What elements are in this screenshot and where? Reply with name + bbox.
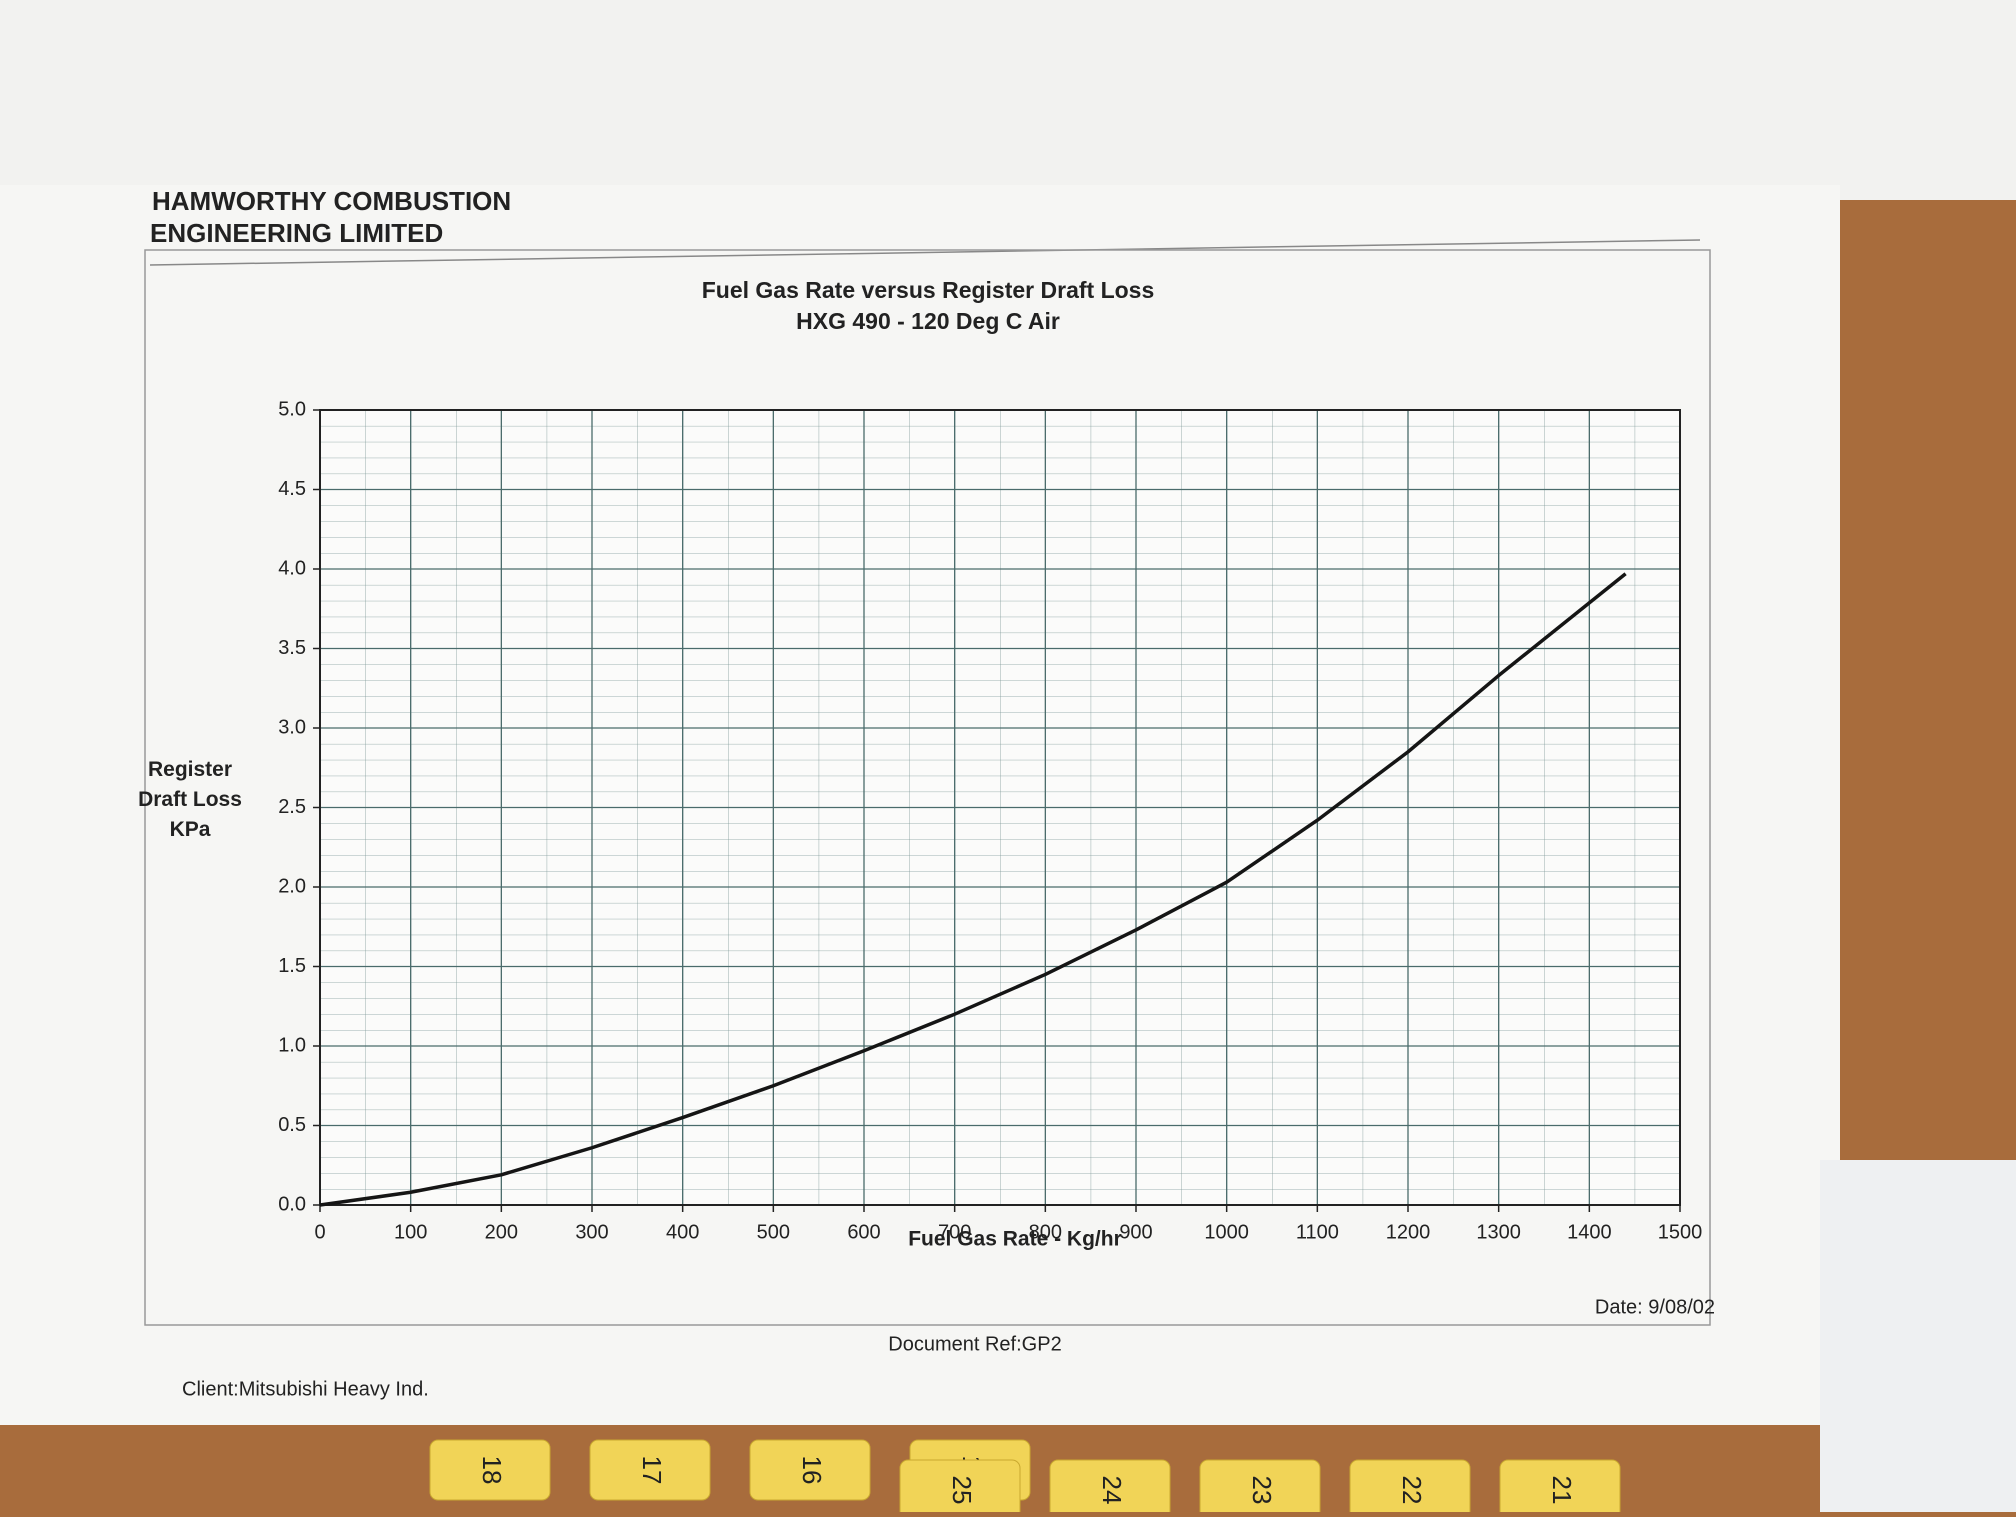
- y-axis-label: Register Draft Loss KPa: [138, 758, 242, 841]
- tab: [1049, 1459, 1171, 1517]
- y-tick-label: 0.0: [278, 1193, 306, 1215]
- company-line: HAMWORTHY COMBUSTION: [152, 186, 511, 216]
- tab-label: 25: [947, 1476, 977, 1505]
- date: Date: 9/08/02: [1595, 1296, 1715, 1318]
- chart-title: Fuel Gas Rate versus Register Draft Loss: [702, 277, 1155, 303]
- x-tick-label: 700: [938, 1221, 971, 1243]
- data-line: [319, 572, 1627, 1207]
- tab-label: 22: [1397, 1476, 1427, 1505]
- y-tick-label: 1.0: [278, 1034, 306, 1056]
- x-tick-label: 1000: [1204, 1221, 1249, 1243]
- x-axis-label: Fuel Gas Rate - Kg/hr: [908, 1228, 1122, 1251]
- x-tick-label: 1100: [1296, 1221, 1339, 1243]
- tab: [589, 1439, 711, 1501]
- company-line: ENGINEERING LIMITED: [150, 218, 443, 248]
- x-tick-label: 500: [757, 1221, 790, 1243]
- plot-border: [319, 409, 1681, 1206]
- y-tick-label: 3.0: [278, 716, 306, 738]
- x-tick-label: 800: [1029, 1221, 1062, 1243]
- paper-edge: [1820, 1160, 2016, 1512]
- tab: [1499, 1459, 1621, 1517]
- x-tick-label: 1400: [1567, 1221, 1612, 1243]
- x-tick-label: 400: [666, 1221, 699, 1243]
- y-tick-label: 0.5: [278, 1114, 306, 1136]
- x-tick-label: 0: [314, 1221, 325, 1243]
- x-tick-label: 1200: [1386, 1221, 1431, 1243]
- tab-label: 24: [1097, 1476, 1127, 1505]
- tab-label: 21: [1547, 1476, 1577, 1505]
- x-tick-label: 100: [394, 1221, 427, 1243]
- frame: [144, 249, 1711, 1326]
- x-tick-label: 1500: [1658, 1221, 1703, 1243]
- x-tick-label: 600: [847, 1221, 880, 1243]
- header-rule: [149, 239, 1701, 266]
- y-tick-label: 3.5: [278, 637, 306, 659]
- tab: [1199, 1459, 1321, 1517]
- y-tick-label: 4.0: [278, 557, 306, 579]
- x-tick-label: 900: [1119, 1221, 1152, 1243]
- document-ref: Document Ref:GP2: [888, 1333, 1061, 1355]
- tab-label: 17: [637, 1456, 667, 1485]
- x-tick-label: 300: [575, 1221, 608, 1243]
- client: Client:Mitsubishi Heavy Ind.: [182, 1378, 429, 1400]
- y-tick-label: 2.5: [278, 796, 306, 818]
- tab: [1349, 1459, 1471, 1517]
- tab-label: 16: [797, 1456, 827, 1485]
- tab: [899, 1459, 1021, 1517]
- tab-label: 18: [477, 1456, 507, 1485]
- y-tick-label: 2.0: [278, 875, 306, 897]
- tab: [749, 1439, 871, 1501]
- y-tick-label: 1.5: [278, 955, 306, 977]
- chart-subtitle: HXG 490 - 120 Deg C Air: [796, 308, 1060, 334]
- y-tick-label: 4.5: [278, 478, 306, 500]
- y-tick-label: 5.0: [278, 398, 306, 420]
- facing-page: [0, 0, 2016, 200]
- x-tick-label: 200: [485, 1221, 518, 1243]
- x-tick-label: 1300: [1476, 1221, 1521, 1243]
- tab: [429, 1439, 551, 1501]
- tab-label: 23: [1247, 1476, 1277, 1505]
